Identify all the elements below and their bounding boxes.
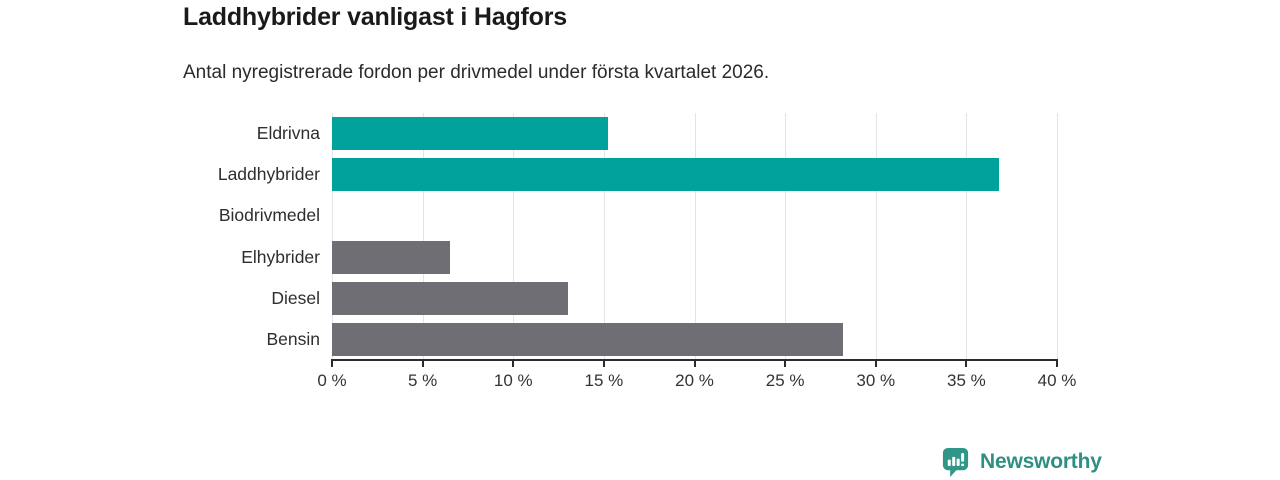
chart-title: Laddhybrider vanligast i Hagfors <box>183 3 567 31</box>
x-axis-tick-label: 15 % <box>584 371 624 390</box>
x-axis-tickmark <box>693 361 696 367</box>
x-axis-tick-label: 20 % <box>675 371 714 390</box>
x-axis-tickmark <box>965 361 968 367</box>
x-axis-tick-label: 10 % <box>493 371 533 390</box>
x-axis-tick-label: 35 % <box>947 371 986 390</box>
x-axis-tickmark <box>602 361 605 367</box>
category-label: Biodrivmedel <box>218 205 320 226</box>
x-axis-tick-label: 0 % <box>317 371 347 390</box>
gridline <box>966 113 968 360</box>
gridline <box>422 113 424 360</box>
gridline <box>332 113 333 360</box>
x-axis-line <box>331 359 1058 361</box>
bar-laddhybrider <box>332 158 999 192</box>
x-axis-tickmark <box>421 361 424 367</box>
x-axis-tickmark <box>784 361 787 367</box>
category-label: Elhybrider <box>241 246 320 267</box>
x-axis-tick-label: 30 % <box>856 371 896 390</box>
bar-chart-plot <box>332 113 1058 360</box>
category-label: Bensin <box>266 328 320 349</box>
gridline <box>875 113 877 360</box>
gridline <box>694 113 696 360</box>
category-label: Laddhybrider <box>217 164 320 185</box>
gridline <box>785 113 787 360</box>
newsworthy-wordmark: Newsworthy <box>980 449 1102 473</box>
newsworthy-logo: Newsworthy <box>940 445 1102 478</box>
x-axis-tick-label: 25 % <box>765 371 805 390</box>
bar-diesel <box>332 281 568 315</box>
newsworthy-bubble-chart-icon <box>942 447 969 477</box>
x-axis-tickmark <box>331 361 333 367</box>
gridline <box>1057 113 1058 360</box>
gridline <box>513 113 515 360</box>
bar-elhybrider <box>332 240 450 274</box>
x-axis-tick-label: 5 % <box>407 371 438 390</box>
bar-bensin <box>332 322 844 356</box>
x-axis-tickmark <box>874 361 877 367</box>
gridline <box>603 113 605 360</box>
chart-subtitle: Antal nyregistrerade fordon per drivmede… <box>183 62 770 83</box>
x-axis-tickmark <box>1056 361 1058 367</box>
bar-eldrivna <box>332 117 608 151</box>
x-axis-tick-label: 40 % <box>1037 371 1077 390</box>
category-label: Eldrivna <box>256 123 320 143</box>
x-axis-tickmark <box>512 361 515 367</box>
category-label: Diesel <box>271 287 320 308</box>
